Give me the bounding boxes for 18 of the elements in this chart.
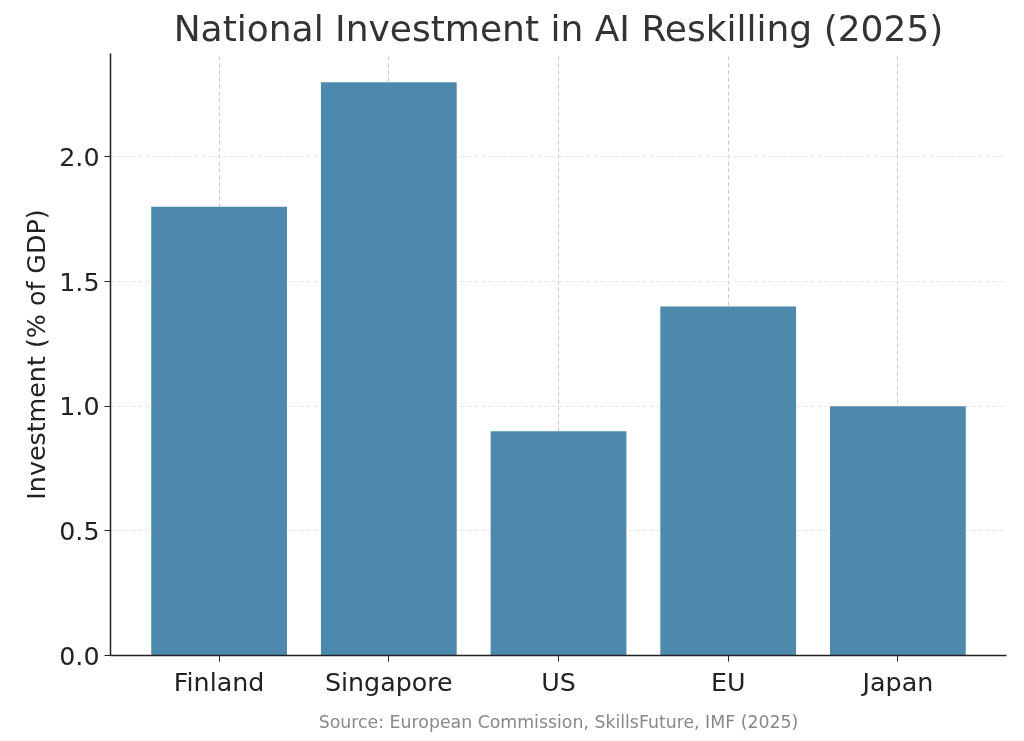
y-tick-label: 0.5 [59,515,100,546]
x-tick-label: EU [710,666,746,697]
bar [660,306,797,656]
bar [830,406,966,656]
y-tick-label: 0.0 [59,640,100,671]
bar [490,431,627,656]
x-tick-label: Japan [860,666,934,697]
source-note: Source: European Commission, SkillsFuture, IMF (2025) [318,711,799,732]
bar [320,82,457,656]
x-tick-label: Singapore [324,666,453,697]
y-tick-label: 1.5 [59,266,100,297]
bar [151,206,287,656]
x-tick-label: US [541,666,576,697]
x-tick-label: Finland [173,666,265,697]
y-axis-title: Investment (% of GDP) [21,209,52,500]
y-tick-label: 1.0 [59,391,100,422]
chart-title: National Investment in AI Reskilling (2025) [173,7,944,49]
y-tick-label: 2.0 [59,141,100,172]
